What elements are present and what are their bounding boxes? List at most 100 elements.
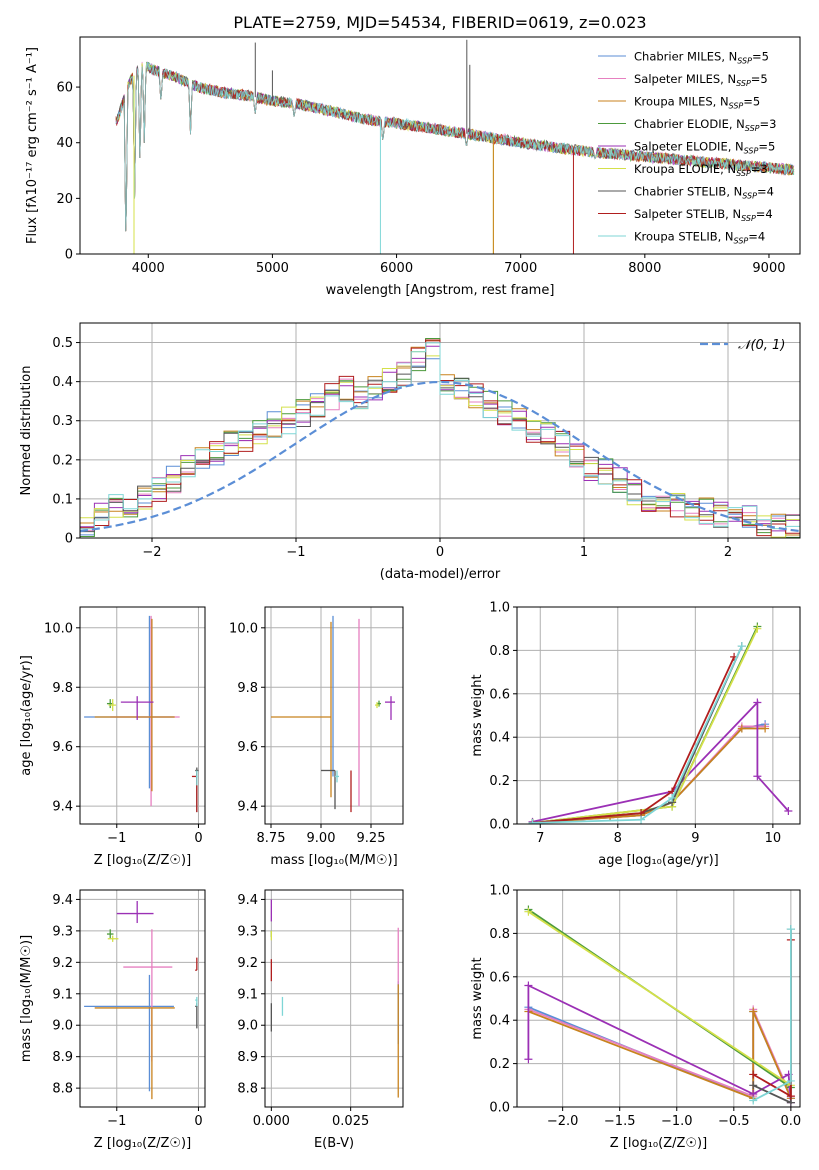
weight-marker-salpeter_elodie [524,981,533,990]
axes-frame [79,36,801,255]
x-axis-label: wavelength [Angstrom, rest frame] [326,283,555,298]
y-tick-label: 9.8 [237,681,258,696]
y-tick-label: 9.3 [52,924,73,939]
y-axis-label: mass weight [470,957,485,1039]
y-tick-label: 60 [56,81,73,96]
residual-legend: 𝒩(0, 1) [700,338,785,353]
weight-marker-kroupa_miles [761,724,770,733]
y-tick-label: 0.2 [489,774,510,789]
y-tick-label: 9.4 [237,800,258,815]
mass_vs_ebv-panel: 0.000 0.025 8.8 8.9 9.0 9.1 9.2 9.3 9.4 E(B-V) [237,889,404,1151]
legend-entry-kroupa_stelib: Kroupa STELIB, NSSP=4 [634,230,765,246]
y-tick-label: 0 [65,248,73,263]
x-tick-label: 2 [724,545,732,560]
y-axis-label: mass weight [470,674,485,756]
weight-marker-chabrier_stelib [749,1081,758,1090]
legend-entry-salpeter_elodie: Salpeter ELODIE, NSSP=5 [634,140,775,156]
x-tick-label: −1.0 [661,1114,693,1129]
histogram-kroupa_stelib [80,342,800,538]
x-tick-label: 8 [614,831,622,846]
y-tick-label: 0.2 [52,453,73,468]
y-tick-label: 9.1 [52,987,73,1002]
y-tick-label: 10.0 [229,621,258,636]
y-tick-label: 1.0 [489,884,510,899]
y-tick-label: 0.3 [52,414,73,429]
weight-marker-kroupa_stelib [786,925,795,934]
y-tick-label: 40 [56,136,73,151]
grid-lines [80,607,205,824]
legend-entry-kroupa_elodie: Kroupa ELODIE, NSSP=3 [634,162,768,178]
y-tick-label: 10.0 [44,621,73,636]
axes-frame [264,889,404,1108]
weight-marker-kroupa_elodie [524,907,533,916]
y-tick-label: 0.4 [489,731,510,746]
plot-area [271,615,395,813]
weight-line-kroupa_elodie [532,628,759,824]
weight-marker-kroupa_miles [749,1007,758,1016]
axes-frame [79,606,206,825]
legend-entry-kroupa_miles: Kroupa MILES, NSSP=5 [634,95,760,111]
y-tick-label: 9.3 [237,924,258,939]
axes: 8.75 9.00 9.25 9.4 9.6 9.8 10.0 mass [log₁₀(M/M… [229,606,404,868]
legend-entry-salpeter_stelib: Salpeter STELIB, NSSP=4 [634,207,773,223]
weight-marker-salpeter_elodie [524,1055,533,1064]
y-tick-label: 0.6 [489,970,510,985]
y-tick-label: 9.4 [52,893,73,908]
y-axis-label: age [log₁₀(age/yr)] [19,655,34,776]
x-tick-label: 0 [194,1114,202,1129]
y-tick-label: 0.4 [52,375,73,390]
y-tick-label: 0.6 [489,687,510,702]
x-tick-label: 0.0 [781,1114,802,1129]
x-tick-label: 0 [436,545,444,560]
spectrum-panel: 4000 5000 6000 7000 8000 9000 0 20 40 60 wavelengt… [25,36,801,298]
axes: −2 −1 0 1 2 0 0.1 0.2 0.3 0.4 0.5 (data-model)/erro… [19,322,801,582]
plot-area [528,622,793,824]
weight-marker-kroupa_stelib [737,642,746,651]
y-tick-label: 9.2 [52,956,73,971]
x-tick-label: −1 [107,831,126,846]
y-tick-label: 1.0 [489,601,510,616]
y-tick-label: 9.2 [237,956,258,971]
y-tick-label: 0.5 [52,336,73,351]
x-tick-label: 1 [580,545,588,560]
y-tick-label: 9.6 [237,740,258,755]
figure-title: PLATE=2759, MJD=54534, FIBERID=0619, z=0… [233,13,646,32]
plot-area [270,899,399,1098]
axes: 0.000 0.025 8.8 8.9 9.0 9.1 9.2 9.3 9.4 E(B-V) [237,889,404,1151]
weight-marker-kroupa_elodie [753,624,762,633]
weight-line-kroupa_miles [528,1010,792,1100]
x-axis-label: Z [log₁₀(Z/Z☉)] [94,853,191,868]
axes-frame [79,322,801,539]
x-tick-label: 0.000 [253,1114,290,1129]
x-axis-label: Z [log₁₀(Z/Z☉)] [610,1136,707,1151]
y-tick-label: 20 [56,192,73,207]
mass_vs_Z-panel: −1 0 8.8 8.9 9.0 9.1 9.2 9.3 9.4 Z [log₁₀(Z/Z☉)] m… [19,889,206,1151]
x-tick-label: −2.0 [547,1114,579,1129]
x-tick-label: −1 [286,545,305,560]
axes-frame [516,606,801,825]
x-axis-label: (data-model)/error [380,567,501,582]
x-axis-label: Z [log₁₀(Z/Z☉)] [94,1136,191,1151]
weight-marker-kroupa_miles [737,724,746,733]
legend-entry-salpeter_miles: Salpeter MILES, NSSP=5 [634,72,768,88]
weight-marker-salpeter_elodie [753,772,762,781]
weight-line-kroupa_stelib [532,645,743,824]
weight-line-chabrier_miles [528,1006,792,1100]
axes-frame [79,889,206,1108]
weight-marker-kroupa_stelib [528,818,537,824]
y-tick-label: 0.4 [489,1014,510,1029]
y-tick-label: 9.0 [52,1019,73,1034]
plot-area [84,615,199,813]
y-tick-label: 8.8 [52,1082,73,1097]
plot-area [84,901,198,1100]
axes: −2.0 −1.5 −1.0 −0.5 0.0 0.0 0.2 0.4 0.6 0.8 1.0 Z [… [470,884,801,1152]
x-tick-label: −1 [107,1114,126,1129]
spectrum-line-kroupa_stelib [115,61,795,232]
x-tick-label: 4000 [132,261,165,276]
y-tick-label: 0.2 [489,1057,510,1072]
weight-line-salpeter_elodie [532,700,790,823]
y-tick-label: 9.4 [52,800,73,815]
y-tick-label: 0.0 [489,818,510,833]
residuals-panel: −2 −1 0 1 2 0 0.1 0.2 0.3 0.4 0.5 (data-model)/erro… [19,322,801,582]
